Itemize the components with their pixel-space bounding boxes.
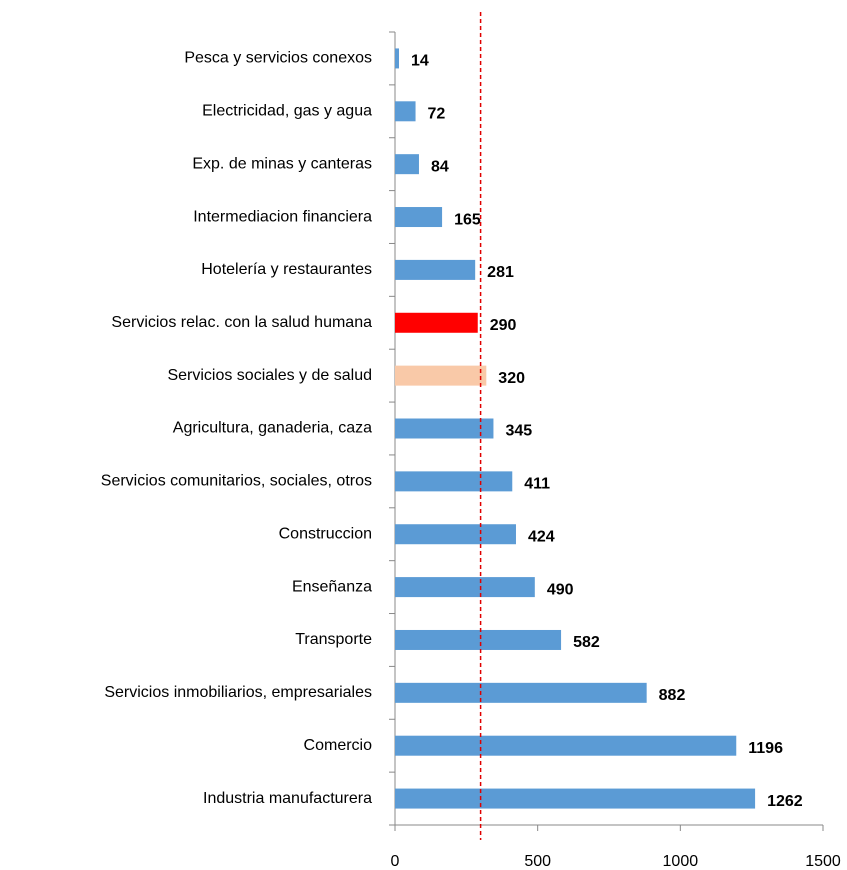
y-tick-label: Intermediacion financiera (193, 208, 372, 225)
x-tick-label: 500 (524, 853, 551, 870)
y-tick-label: Servicios sociales y de salud (167, 367, 372, 384)
value-label: 411 (524, 476, 550, 493)
bar (395, 471, 513, 492)
y-tick-label: Servicios relac. con la salud humana (111, 314, 372, 331)
x-tick-label: 1000 (663, 853, 699, 870)
y-tick-label: Comercio (304, 737, 373, 754)
y-tick-label: Hotelería y restaurantes (201, 261, 372, 278)
y-tick-label: Servicios comunitarios, sociales, otros (101, 473, 372, 490)
value-label: 1262 (767, 793, 803, 810)
y-tick-label: Pesca y servicios conexos (184, 50, 372, 67)
bar (395, 418, 494, 439)
y-tick-label: Enseñanza (292, 578, 372, 595)
value-label: 424 (528, 528, 555, 545)
bar (395, 788, 756, 809)
bar (395, 524, 516, 545)
value-label: 882 (659, 687, 686, 704)
bar (395, 207, 443, 228)
bar (395, 101, 416, 122)
y-tick-label: Construccion (279, 525, 372, 542)
value-label: 490 (547, 581, 574, 598)
bar (395, 735, 737, 756)
value-label: 290 (490, 317, 517, 334)
bar (395, 629, 562, 650)
y-tick-label: Exp. de minas y canteras (192, 155, 372, 172)
value-label: 84 (431, 158, 449, 175)
y-tick-label: Servicios inmobiliarios, empresariales (104, 684, 372, 701)
x-tick-label: 1500 (805, 853, 841, 870)
y-tick-label: Agricultura, ganaderia, caza (173, 420, 372, 437)
value-label: 281 (487, 264, 514, 281)
y-tick-label: Electricidad, gas y agua (202, 103, 372, 120)
bar (395, 577, 535, 598)
y-tick-label: Transporte (295, 631, 372, 648)
bar (395, 48, 399, 69)
x-tick-label: 0 (391, 853, 400, 870)
value-label: 1196 (748, 740, 783, 757)
value-label: 14 (411, 53, 429, 70)
bar (395, 365, 487, 386)
bar (395, 259, 476, 280)
value-label: 72 (428, 106, 446, 123)
bar (395, 154, 419, 175)
value-label: 345 (505, 423, 532, 440)
value-label: 165 (454, 211, 481, 228)
value-label: 320 (498, 370, 525, 387)
value-label: 582 (573, 634, 600, 651)
bar (395, 682, 647, 703)
bar (395, 312, 478, 333)
y-tick-label: Industria manufacturera (203, 790, 372, 807)
